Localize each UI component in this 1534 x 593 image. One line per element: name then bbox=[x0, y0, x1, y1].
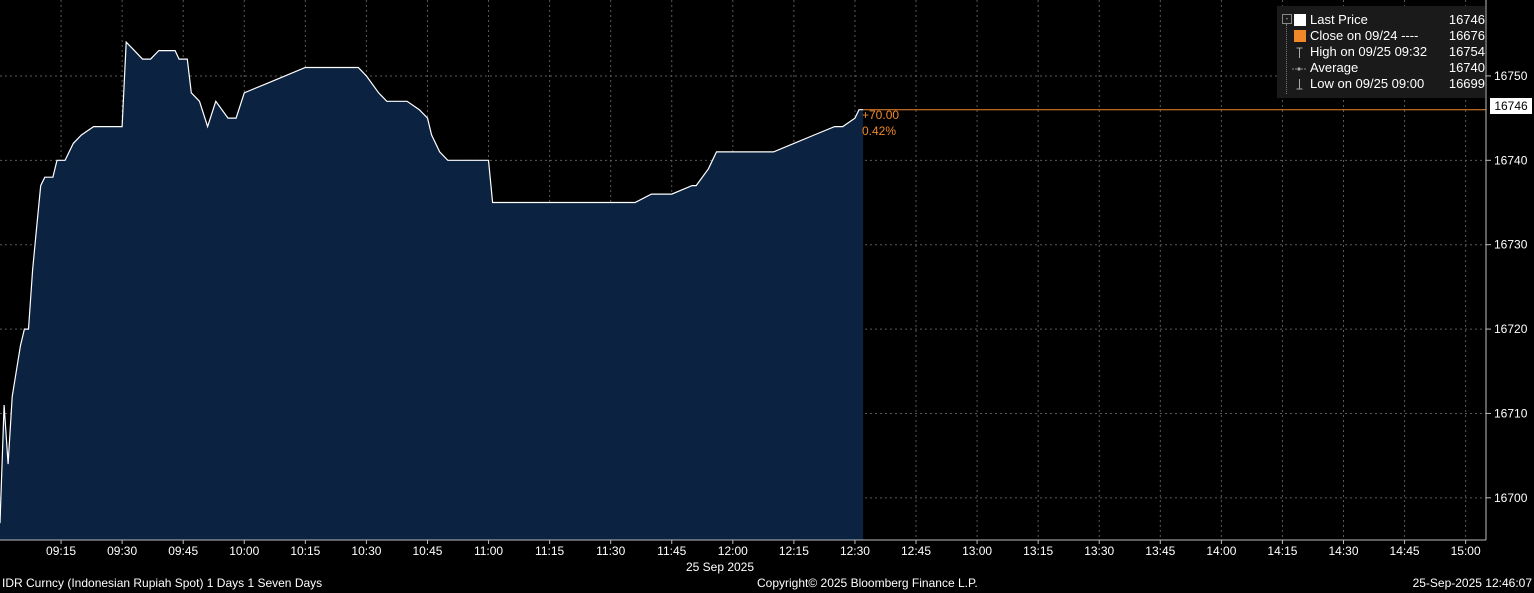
legend-value: 16754 bbox=[1448, 44, 1485, 59]
x-tick-label: 14:15 bbox=[1267, 544, 1297, 558]
x-tick-label: 13:45 bbox=[1145, 544, 1175, 558]
legend: - Last Price 16746 Close on 09/24 ---- 1… bbox=[1277, 6, 1485, 98]
y-tick-label: 16750 bbox=[1494, 69, 1528, 83]
y-tick-label: 16740 bbox=[1494, 153, 1528, 167]
high-marker-icon bbox=[1296, 46, 1303, 58]
legend-label: Close on 09/24 ---- bbox=[1310, 28, 1419, 43]
legend-label: High on 09/25 09:32 bbox=[1310, 44, 1428, 59]
legend-item-last-price[interactable]: Last Price 16746 bbox=[1277, 12, 1485, 28]
x-tick-label: 10:15 bbox=[290, 544, 320, 558]
x-tick-label: 09:30 bbox=[107, 544, 137, 558]
y-tick-label: 16710 bbox=[1494, 406, 1528, 420]
date-label: 25 Sep 2025 bbox=[686, 560, 754, 574]
x-tick-label: 09:15 bbox=[46, 544, 76, 558]
x-tick-label: 10:45 bbox=[412, 544, 442, 558]
x-tick-label: 15:00 bbox=[1451, 544, 1481, 558]
legend-item-high[interactable]: High on 09/25 09:32 16754 bbox=[1277, 44, 1485, 60]
footer-timestamp: 25-Sep-2025 12:46:07 bbox=[1412, 576, 1532, 590]
legend-tree-line bbox=[1286, 24, 1287, 94]
change-abs: +70.00 bbox=[862, 108, 900, 122]
legend-collapse-icon[interactable]: - bbox=[1282, 14, 1292, 24]
y-tick-label: 16730 bbox=[1494, 238, 1528, 252]
footer-copyright: Copyright© 2025 Bloomberg Finance L.P. bbox=[757, 576, 978, 590]
y-tick-label: 16700 bbox=[1494, 491, 1528, 505]
x-tick-label: 09:45 bbox=[168, 544, 198, 558]
legend-label: Low on 09/25 09:00 bbox=[1310, 76, 1425, 91]
legend-value: 16740 bbox=[1448, 60, 1485, 75]
x-tick-label: 14:45 bbox=[1390, 544, 1420, 558]
last-price-tag: 16746 bbox=[1490, 98, 1532, 114]
y-tick-label: 16720 bbox=[1494, 322, 1528, 336]
x-tick-label: 10:00 bbox=[229, 544, 259, 558]
legend-item-low[interactable]: Low on 09/25 09:00 16699 bbox=[1277, 76, 1485, 92]
x-tick-label: 14:00 bbox=[1206, 544, 1236, 558]
x-tick-label: 12:45 bbox=[901, 544, 931, 558]
price-line bbox=[0, 40, 864, 524]
x-tick-label: 11:45 bbox=[657, 544, 686, 558]
x-tick-label: 12:30 bbox=[840, 544, 870, 558]
x-tick-label: 13:30 bbox=[1084, 544, 1114, 558]
legend-item-close[interactable]: Close on 09/24 ---- 16676 bbox=[1277, 28, 1485, 44]
x-tick-label: 11:00 bbox=[474, 544, 503, 558]
x-tick-label: 12:00 bbox=[718, 544, 748, 558]
legend-label: Average bbox=[1310, 60, 1359, 75]
x-tick-label: 14:30 bbox=[1328, 544, 1358, 558]
low-marker-icon bbox=[1296, 78, 1303, 90]
legend-label: Last Price bbox=[1310, 12, 1368, 27]
legend-value: 16746 bbox=[1448, 12, 1485, 27]
change-pct: 0.42% bbox=[862, 124, 897, 138]
legend-value: 16676 bbox=[1448, 28, 1485, 43]
white-square-icon bbox=[1294, 14, 1306, 26]
price-area-fill bbox=[0, 42, 864, 540]
x-tick-label: 10:30 bbox=[351, 544, 381, 558]
legend-value: 16699 bbox=[1448, 76, 1485, 91]
x-tick-label: 13:00 bbox=[962, 544, 992, 558]
x-tick-label: 13:15 bbox=[1023, 544, 1053, 558]
x-tick-label: 11:15 bbox=[535, 544, 564, 558]
x-tick-label: 12:15 bbox=[779, 544, 809, 558]
orange-square-icon bbox=[1294, 30, 1306, 42]
average-marker-icon bbox=[1292, 62, 1306, 73]
legend-item-average[interactable]: Average 16740 bbox=[1277, 60, 1485, 76]
footer-security-title: IDR Curncy (Indonesian Rupiah Spot) 1 Da… bbox=[2, 576, 323, 590]
x-tick-label: 11:30 bbox=[596, 544, 625, 558]
y-axis: 16700 16710 16720 16730 16740 16750 bbox=[1486, 69, 1528, 505]
x-axis: 09:15 09:30 09:45 10:00 10:15 10:30 10:45 11:00… bbox=[46, 540, 1481, 558]
